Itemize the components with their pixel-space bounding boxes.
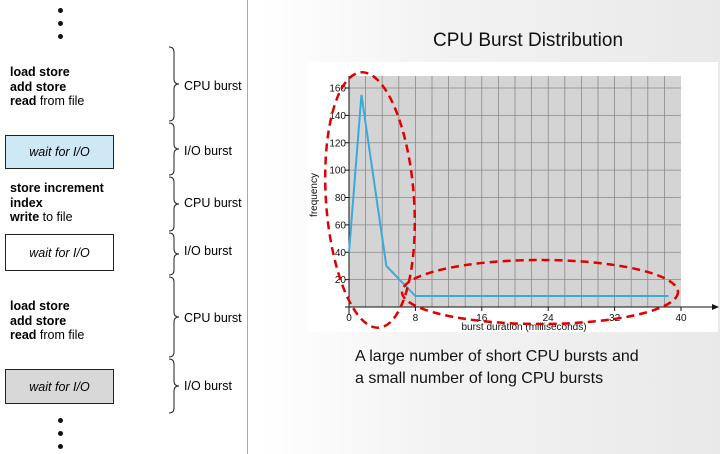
y-axis-label: frequency (309, 173, 320, 217)
brace-icon (168, 176, 180, 232)
chart-title: CPU Burst Distribution (432, 30, 624, 51)
ellipsis-dot (58, 21, 63, 26)
burst-label: I/O burst (184, 379, 232, 393)
brace-icon (168, 232, 180, 276)
y-tick-label: 140 (329, 111, 346, 122)
chart-caption: A large number of short CPU bursts and a… (355, 346, 639, 390)
y-tick-label: 100 (329, 166, 346, 177)
long-bursts-highlight (400, 258, 680, 326)
frequency-series-line (348, 94, 669, 298)
x-axis-label: burst duration (milliseconds) (461, 322, 586, 333)
ellipsis-dot (58, 444, 63, 449)
y-tick-label: 120 (329, 138, 346, 149)
cpu-instructions: load store add store read from file (10, 65, 85, 108)
ellipsis-dot (58, 431, 63, 436)
burst-label: CPU burst (184, 79, 242, 93)
io-wait-box: wait for I/O (5, 234, 114, 271)
burst-label: I/O burst (184, 244, 232, 258)
burst-label: I/O burst (184, 144, 232, 158)
y-tick-label: 80 (335, 193, 347, 204)
y-tick-label: 60 (335, 220, 347, 231)
y-tick-label: 20 (335, 275, 347, 286)
y-tick-label: 40 (335, 248, 347, 259)
io-wait-box: wait for I/O (5, 135, 114, 169)
x-tick-label: 24 (543, 313, 555, 324)
cpu-instructions: store increment index write to file (10, 181, 104, 224)
ellipsis-dot (58, 8, 63, 13)
short-bursts-highlight (323, 71, 417, 329)
x-tick-label: 40 (675, 313, 687, 324)
brace-icon (168, 46, 180, 122)
brace-icon (168, 358, 180, 414)
x-tick-label: 0 (346, 313, 352, 324)
burst-label: CPU burst (184, 196, 242, 210)
ellipsis-dot (58, 418, 63, 423)
io-wait-box: wait for I/O (5, 369, 114, 404)
cpu-instructions: load store add store read from file (10, 299, 85, 342)
brace-icon (168, 122, 180, 176)
x-tick-label: 8 (413, 313, 419, 324)
cpu-io-burst-diagram: load store add store read from file CPU … (0, 0, 248, 454)
ellipsis-dot (58, 34, 63, 39)
caption-line: A large number of short CPU bursts and (355, 348, 639, 365)
x-tick-label: 16 (476, 313, 488, 324)
x-axis-arrow-icon (712, 304, 719, 310)
brace-icon (168, 276, 180, 358)
caption-line: a small number of long CPU bursts (355, 370, 604, 387)
y-tick-label: 160 (329, 84, 346, 95)
burst-label: CPU burst (184, 311, 242, 325)
